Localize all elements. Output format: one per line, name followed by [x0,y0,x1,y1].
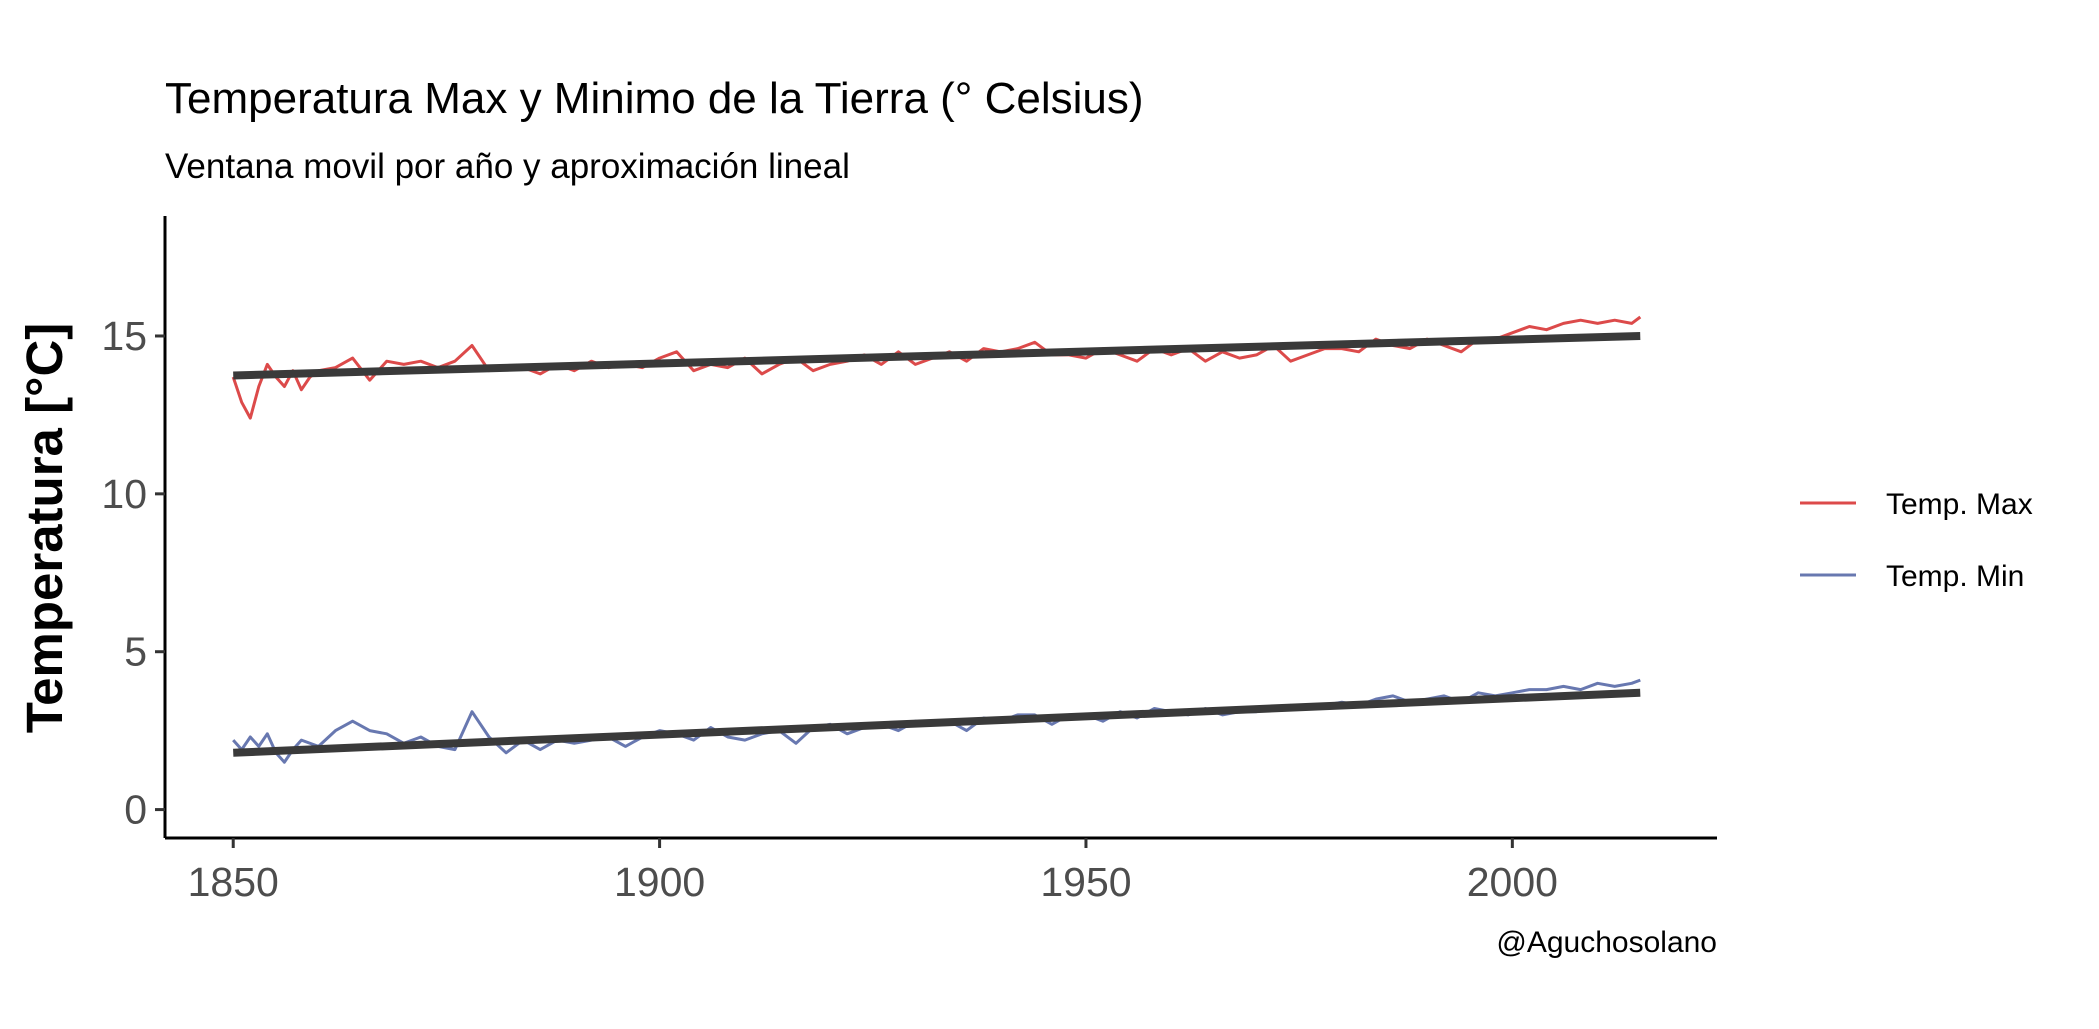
x-tick-label: 1900 [614,859,705,905]
y-tick-label: 10 [101,471,147,517]
legend: Temp. Max Temp. Min [1800,488,2033,593]
legend-label: Temp. Min [1886,560,2024,593]
chart-subtitle: Ventana movil por año y aproximación lin… [165,147,850,186]
x-tick-label: 2000 [1467,859,1558,905]
caption: @Aguchosolano [1496,926,1717,959]
trend-lines [233,331,1641,757]
ticks: 0 5 10 15 1850 1900 1950 2000 [101,313,1558,905]
chart-title: Temperatura Max y Minimo de la Tierra (°… [165,74,1144,123]
x-tick-label: 1850 [188,859,279,905]
trend-line-temp-min [233,688,1641,757]
y-tick-label: 5 [124,629,147,675]
y-tick-label: 0 [124,787,147,833]
plot-area [231,315,1642,764]
x-tick-label: 1950 [1040,859,1131,905]
y-axis-label: Temperatura [°C] [16,323,73,734]
legend-label: Temp. Max [1886,488,2033,521]
trend-line-temp-max [233,331,1641,380]
y-tick-label: 15 [101,313,147,359]
axes [163,216,1717,840]
